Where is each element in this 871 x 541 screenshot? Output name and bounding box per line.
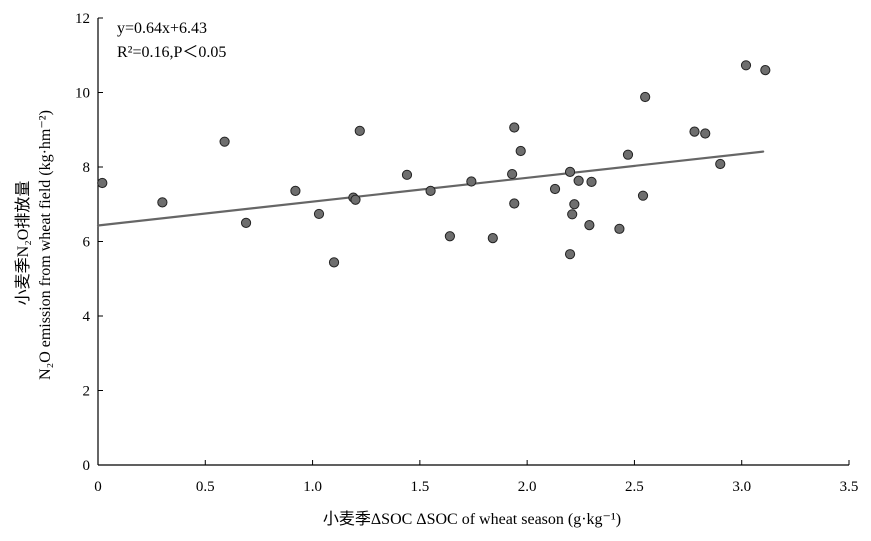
data-point bbox=[401, 169, 413, 180]
y-tick-label: 6 bbox=[83, 235, 91, 251]
data-point bbox=[584, 220, 595, 231]
y-tick-label: 4 bbox=[83, 309, 91, 325]
data-point bbox=[515, 145, 526, 157]
y-tick-label: 12 bbox=[75, 11, 90, 27]
x-tick-label: 0 bbox=[94, 479, 102, 495]
data-point bbox=[640, 91, 651, 103]
x-tick-label: 3.0 bbox=[732, 479, 751, 495]
data-point bbox=[290, 185, 301, 196]
y-tick-label: 0 bbox=[83, 458, 91, 474]
data-point bbox=[425, 185, 436, 196]
data-point bbox=[507, 168, 518, 180]
data-point bbox=[614, 223, 625, 234]
regression-equation: y=0.64x+6.43 bbox=[117, 20, 207, 37]
data-point bbox=[573, 175, 584, 186]
data-point bbox=[760, 65, 771, 76]
data-point bbox=[564, 166, 576, 177]
data-point bbox=[700, 128, 711, 139]
x-axis-title: 小麦季ΔSOC ΔSOC of wheat season (g·kg⁻¹) bbox=[323, 510, 621, 528]
y-axis-title-cn: 小麦季N₂O排放量 bbox=[14, 181, 32, 306]
axes: 0 0.5 1.0 1.5 2.0 2.5 3.0 3.5 0 2 4 6 8 10 12 bbox=[75, 11, 858, 495]
data-point bbox=[219, 136, 230, 147]
data-points bbox=[97, 60, 771, 268]
data-point bbox=[715, 158, 726, 170]
data-point bbox=[567, 209, 578, 220]
data-point bbox=[97, 177, 108, 189]
y-tick-label: 8 bbox=[83, 160, 91, 176]
data-point bbox=[622, 149, 634, 160]
data-point bbox=[328, 257, 340, 268]
data-point bbox=[313, 208, 325, 220]
data-point bbox=[637, 190, 649, 201]
r-squared-annotation: R²=0.16,P＜0.05 bbox=[117, 44, 226, 61]
data-point bbox=[354, 125, 365, 136]
data-point bbox=[509, 122, 520, 133]
data-point bbox=[689, 126, 700, 137]
x-tick-label: 1.5 bbox=[410, 479, 429, 495]
data-point bbox=[240, 217, 252, 228]
data-point bbox=[157, 197, 168, 208]
data-point bbox=[350, 194, 361, 205]
data-point bbox=[564, 249, 576, 260]
y-tick-label: 10 bbox=[75, 86, 90, 102]
data-point bbox=[444, 231, 455, 242]
data-point bbox=[487, 233, 498, 244]
x-tick-label: 1.0 bbox=[303, 479, 322, 495]
y-axis-title-en: N₂O emission from wheat field (kg·hm⁻²) bbox=[37, 110, 54, 380]
x-tick-label: 2.0 bbox=[518, 479, 537, 495]
data-point bbox=[740, 60, 752, 71]
x-tick-label: 3.5 bbox=[840, 479, 859, 495]
data-point bbox=[466, 176, 477, 187]
x-tick-label: 0.5 bbox=[196, 479, 215, 495]
data-point bbox=[586, 176, 597, 187]
x-tick-label: 2.5 bbox=[625, 479, 644, 495]
y-tick-label: 2 bbox=[83, 384, 91, 400]
data-point bbox=[509, 198, 520, 209]
data-point bbox=[549, 183, 561, 195]
data-point bbox=[569, 199, 580, 210]
